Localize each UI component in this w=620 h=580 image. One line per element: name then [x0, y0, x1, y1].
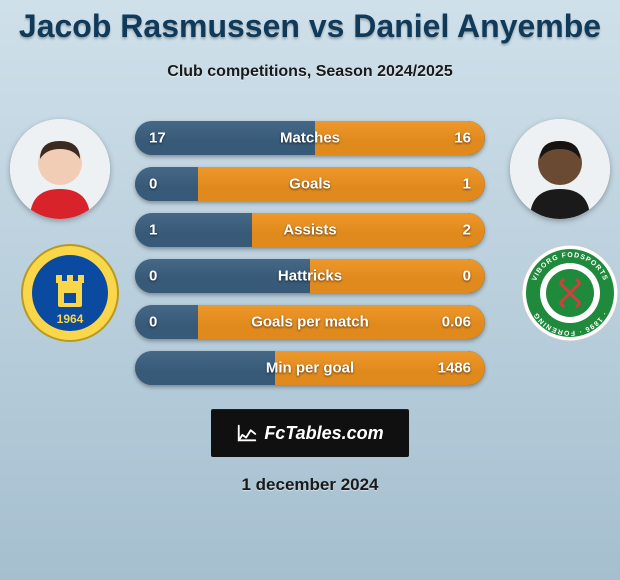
stat-bar-left: [135, 167, 198, 201]
stat-rows: 1716Matches01Goals12Assists00Hattricks00…: [135, 121, 485, 385]
stat-row: 17 16 Matches: [135, 121, 485, 155]
stat-value-right: 0.06: [442, 314, 471, 331]
club-right-badge: VIBORG FODSPORTS · 1896 · FORENING: [520, 243, 620, 343]
stat-label: Assists: [283, 222, 336, 239]
subtitle: Club competitions, Season 2024/2025: [0, 63, 620, 81]
stat-bar-left: [135, 351, 275, 385]
page-title: Jacob Rasmussen vs Daniel Anyembe: [0, 8, 620, 45]
stat-value-left: 17: [149, 130, 166, 147]
stat-label: Min per goal: [266, 360, 354, 377]
stat-value-right: 1486: [438, 360, 471, 377]
date-text: 1 december 2024: [0, 475, 620, 495]
club-left-badge: 1964: [20, 243, 120, 343]
stat-value-left: 0: [149, 176, 157, 193]
stat-value-right: 2: [463, 222, 471, 239]
stat-value-left: 0: [149, 314, 157, 331]
stat-label: Goals: [289, 176, 331, 193]
stat-value-left: 1: [149, 222, 157, 239]
comparison-card: Jacob Rasmussen vs Daniel Anyembe Club c…: [0, 0, 620, 580]
chart-icon: [236, 422, 258, 444]
stat-row: 0 1 Goals: [135, 167, 485, 201]
stat-value-right: 0: [463, 268, 471, 285]
svg-text:1964: 1964: [57, 312, 84, 326]
stat-row: 1 2 Assists: [135, 213, 485, 247]
stat-label: Matches: [280, 130, 340, 147]
stat-value-right: 1: [463, 176, 471, 193]
stat-value-right: 16: [454, 130, 471, 147]
stat-bar-right: [198, 167, 485, 201]
stat-row: 1486 Min per goal: [135, 351, 485, 385]
stat-row: 0 0.06 Goals per match: [135, 305, 485, 339]
player-left-avatar: [10, 119, 110, 219]
stat-label: Hattricks: [278, 268, 342, 285]
player-right-avatar: [510, 119, 610, 219]
stat-label: Goals per match: [251, 314, 369, 331]
footer-brand-text: FcTables.com: [264, 423, 383, 444]
stats-area: 1964 VIBORG FODSPORTS · 1896 · FORENING …: [0, 121, 620, 385]
stat-bar-left: [135, 305, 198, 339]
stat-value-left: 0: [149, 268, 157, 285]
stat-row: 0 0 Hattricks: [135, 259, 485, 293]
footer-brand-badge: FcTables.com: [211, 409, 409, 457]
